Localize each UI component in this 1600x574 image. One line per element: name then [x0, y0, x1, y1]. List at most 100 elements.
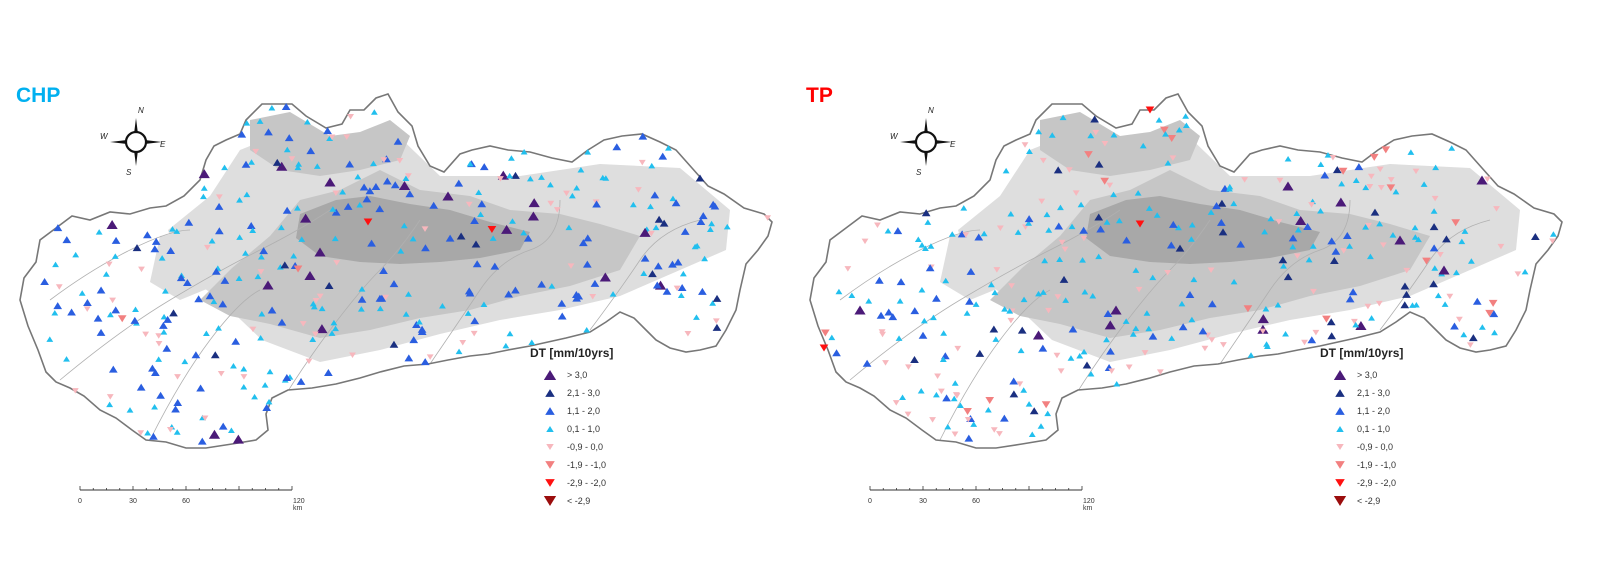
station-marker	[650, 191, 660, 199]
station-marker	[1021, 142, 1029, 148]
station-marker	[1288, 234, 1298, 242]
station-marker	[1514, 271, 1522, 277]
tp-legend: DT [mm/10yrs] > 3,0 2,1 - 3,0 1,1 - 2,0 0,1…	[1320, 346, 1440, 510]
scale-tick-label: 0	[78, 498, 82, 505]
station-marker	[647, 203, 654, 210]
station-marker	[1497, 243, 1505, 250]
station-marker	[266, 368, 274, 375]
legend-label: > 3,0	[1357, 370, 1378, 380]
legend-label: > 3,0	[567, 370, 588, 380]
legend-title: DT [mm/10yrs]	[530, 346, 614, 360]
station-marker	[950, 395, 958, 402]
station-marker	[1038, 198, 1046, 205]
station-marker	[158, 255, 166, 261]
station-marker	[821, 329, 830, 337]
station-marker	[990, 427, 998, 433]
station-marker	[962, 232, 970, 238]
station-marker	[402, 311, 410, 317]
station-marker	[652, 224, 660, 231]
station-marker	[944, 423, 952, 430]
station-marker	[648, 270, 657, 278]
station-marker	[415, 319, 423, 325]
station-marker	[1068, 325, 1078, 333]
scale-tick-label: 30	[129, 498, 137, 505]
station-marker	[1324, 152, 1332, 158]
station-marker	[992, 336, 1000, 342]
station-marker	[1104, 320, 1116, 330]
station-marker	[671, 199, 681, 207]
relief-area	[940, 230, 1020, 300]
station-marker	[1041, 401, 1051, 409]
station-marker	[1207, 300, 1217, 308]
scale-tick-label: 0	[868, 498, 872, 505]
station-marker	[246, 221, 256, 229]
station-marker	[1162, 131, 1169, 137]
station-marker	[169, 226, 176, 232]
station-marker	[398, 180, 411, 190]
station-marker	[236, 234, 244, 240]
station-marker	[1389, 232, 1397, 238]
station-marker	[130, 316, 140, 324]
legend-symbol	[1335, 479, 1345, 487]
station-marker	[963, 310, 971, 316]
station-marker	[293, 265, 303, 273]
station-marker	[409, 235, 417, 242]
station-marker	[232, 434, 244, 444]
station-marker	[218, 422, 228, 430]
station-marker	[480, 301, 488, 307]
station-marker	[1469, 334, 1478, 342]
station-marker	[1243, 305, 1253, 313]
station-marker	[892, 400, 900, 406]
station-marker	[1275, 219, 1283, 225]
legend-symbol	[545, 407, 555, 415]
station-marker	[174, 374, 181, 380]
station-marker	[259, 247, 268, 255]
station-marker	[970, 421, 978, 427]
station-marker	[155, 341, 163, 347]
station-marker	[173, 429, 181, 435]
station-marker	[1122, 318, 1130, 324]
station-marker	[1442, 235, 1451, 243]
station-marker	[712, 294, 722, 302]
station-marker	[653, 262, 663, 270]
station-marker	[362, 195, 372, 203]
station-marker	[1115, 217, 1123, 224]
station-marker	[652, 281, 662, 289]
scale-bar-graphic	[869, 486, 1083, 491]
station-marker	[475, 189, 483, 196]
station-marker	[972, 301, 980, 307]
station-marker	[324, 177, 336, 187]
station-marker	[1198, 327, 1208, 335]
station-marker	[888, 313, 898, 321]
tp-panel-title: TP	[806, 84, 833, 107]
station-marker	[932, 294, 941, 302]
station-marker	[51, 310, 59, 316]
station-marker	[472, 260, 482, 268]
station-marker	[163, 315, 172, 323]
station-marker	[1053, 352, 1061, 359]
station-marker	[1370, 208, 1380, 216]
station-marker	[1460, 331, 1468, 338]
station-marker	[1065, 167, 1073, 173]
station-marker	[1132, 267, 1140, 273]
station-marker	[1188, 221, 1196, 228]
station-marker	[471, 240, 481, 248]
station-marker	[276, 161, 288, 171]
station-marker	[1043, 211, 1051, 218]
station-marker	[957, 230, 967, 238]
relief-area	[1040, 112, 1200, 176]
station-marker	[365, 187, 375, 195]
station-marker	[1079, 226, 1088, 234]
station-marker	[662, 287, 672, 295]
station-marker	[1338, 180, 1346, 187]
station-marker	[993, 267, 1001, 273]
station-marker	[1549, 238, 1556, 244]
station-marker	[138, 266, 145, 273]
station-marker	[1026, 148, 1033, 154]
legend-symbol	[543, 370, 557, 380]
compass-label-s: S	[126, 168, 132, 177]
legend-symbol	[545, 389, 555, 397]
station-marker	[1478, 324, 1486, 330]
station-marker	[508, 155, 515, 161]
station-marker	[1340, 248, 1348, 254]
